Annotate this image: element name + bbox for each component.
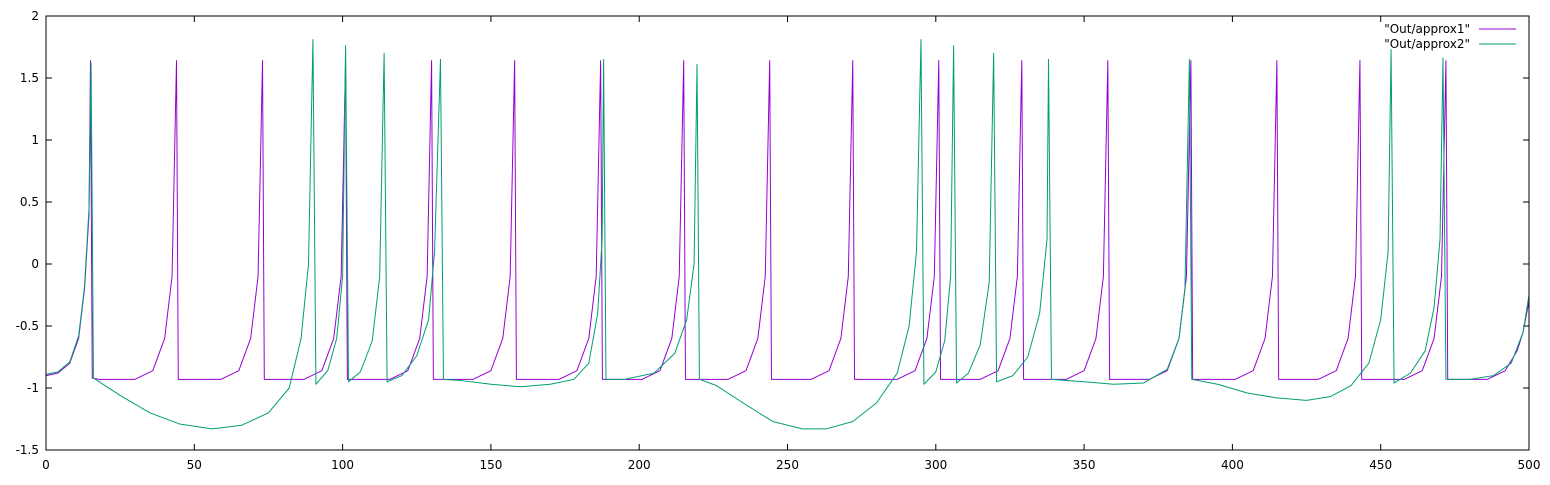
x-tick-label: 300 (924, 458, 947, 472)
x-tick-label: 350 (1073, 458, 1096, 472)
y-tick-label: 0.5 (20, 195, 39, 209)
x-tick-label: 500 (1518, 458, 1541, 472)
x-tick-label: 450 (1369, 458, 1392, 472)
plot-frame (45, 15, 1530, 451)
axis-ticks: 0 50 100 150 200 250 300 350 400 450 500 -1.5 -1 -0.5… (16, 9, 1541, 472)
x-tick-label: 400 (1221, 458, 1244, 472)
series-line-2 (45, 39, 1530, 430)
x-tick-label: 250 (776, 458, 799, 472)
x-tick-label: 100 (331, 458, 354, 472)
legend-label-2: "Out/approx2" (1384, 37, 1470, 51)
x-tick-label: 200 (628, 458, 651, 472)
y-tick-label: -1.5 (16, 443, 39, 457)
y-tick-label: 0 (31, 257, 39, 271)
x-tick-label: 0 (42, 458, 50, 472)
y-tick-label: 2 (31, 9, 39, 23)
legend: "Out/approx1""Out/approx2" (1384, 22, 1516, 51)
legend-label-1: "Out/approx1" (1384, 22, 1470, 36)
x-tick-label: 50 (187, 458, 202, 472)
x-tick-label: 150 (479, 458, 502, 472)
y-tick-label: -1 (27, 381, 39, 395)
y-tick-label: -0.5 (16, 319, 39, 333)
y-tick-label: 1.5 (20, 71, 39, 85)
series-lines (45, 39, 1530, 430)
series-line-1 (45, 60, 1530, 380)
y-tick-label: 1 (31, 133, 39, 147)
